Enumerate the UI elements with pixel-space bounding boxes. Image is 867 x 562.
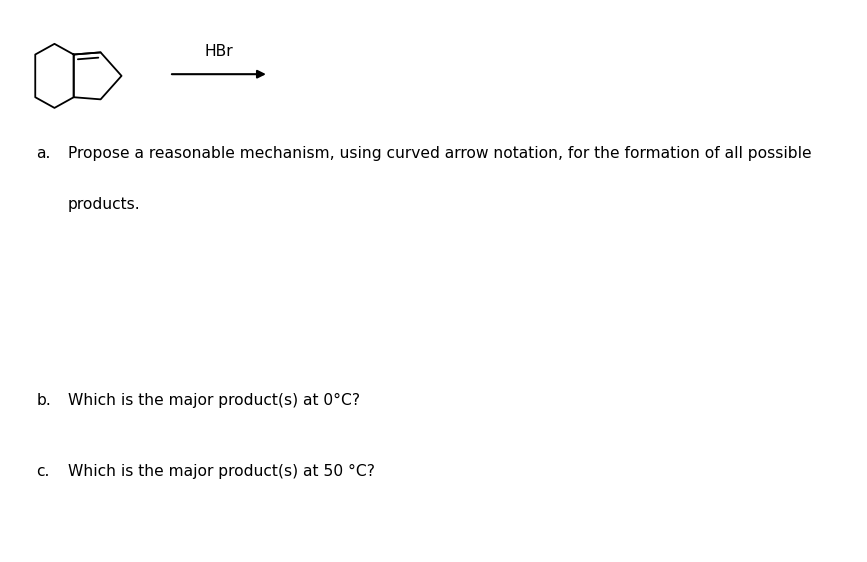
Text: products.: products. — [68, 197, 140, 212]
Text: c.: c. — [36, 464, 49, 479]
FancyArrowPatch shape — [172, 71, 264, 78]
Text: HBr: HBr — [204, 44, 233, 59]
Text: Which is the major product(s) at 0°C?: Which is the major product(s) at 0°C? — [68, 393, 360, 409]
Text: a.: a. — [36, 146, 51, 161]
Text: Which is the major product(s) at 50 °C?: Which is the major product(s) at 50 °C? — [68, 464, 375, 479]
Text: b.: b. — [36, 393, 51, 409]
Text: Propose a reasonable mechanism, using curved arrow notation, for the formation o: Propose a reasonable mechanism, using cu… — [68, 146, 812, 161]
